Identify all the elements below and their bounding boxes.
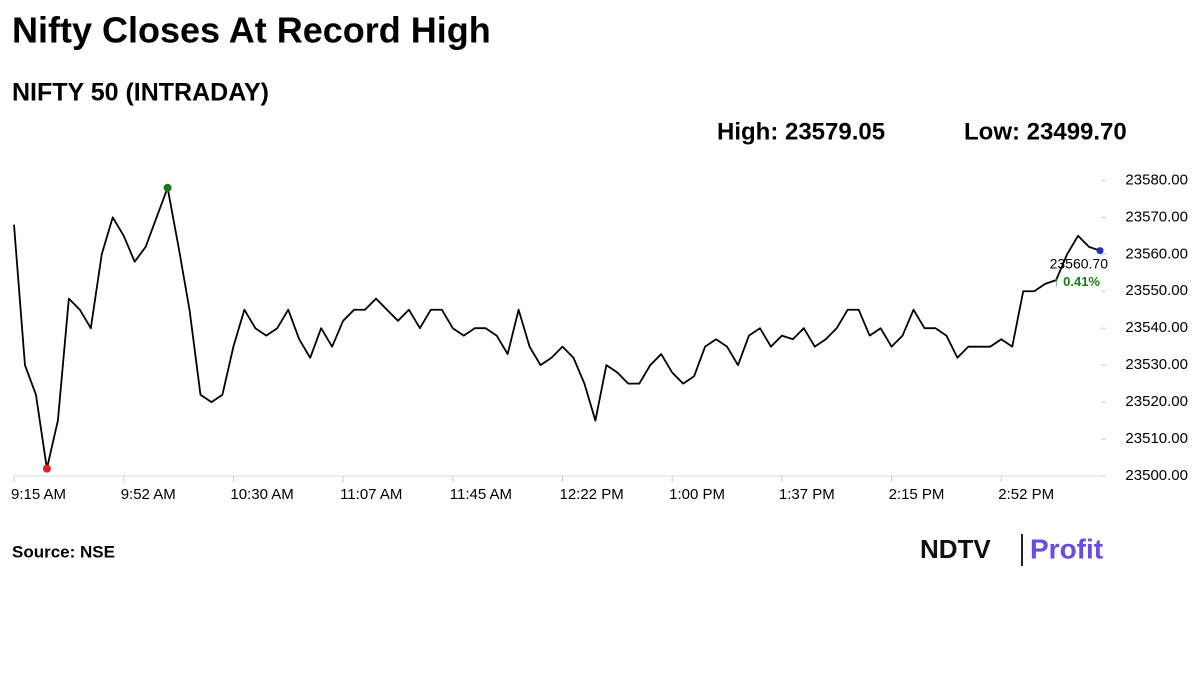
y-tick-label: 23520.00 xyxy=(1125,393,1188,410)
y-tick-label: 23510.00 xyxy=(1125,430,1188,447)
logo-right: Profit xyxy=(1030,533,1103,564)
y-tick-label: 23540.00 xyxy=(1125,319,1188,336)
y-tick-label: 23530.00 xyxy=(1125,356,1188,373)
x-tick-label: 1:37 PM xyxy=(779,486,835,503)
logo-left: NDTV xyxy=(920,534,991,564)
source: Source: NSE xyxy=(12,542,115,561)
y-tick-label: 23500.00 xyxy=(1125,467,1188,484)
x-tick-label: 9:52 AM xyxy=(121,486,176,503)
last-marker xyxy=(1096,247,1104,255)
chart-subtitle: NIFTY 50 (INTRADAY) xyxy=(12,79,269,107)
y-tick-label: 23580.00 xyxy=(1125,171,1188,188)
x-tick-label: 2:15 PM xyxy=(889,486,945,503)
change-label: ↑ 0.41% xyxy=(1053,274,1100,289)
last-value-label: 23560.70 xyxy=(1050,255,1109,271)
y-tick-label: 23550.00 xyxy=(1125,282,1188,299)
x-tick-label: 11:07 AM xyxy=(340,486,402,503)
price-line xyxy=(13,186,1101,470)
y-tick-label: 23570.00 xyxy=(1125,208,1188,225)
x-tick-label: 11:45 AM xyxy=(450,486,512,503)
x-tick-label: 1:00 PM xyxy=(669,486,725,503)
x-tick-label: 10:30 AM xyxy=(230,486,293,503)
x-tick-label: 2:52 PM xyxy=(998,486,1054,503)
low-marker xyxy=(42,464,51,473)
low-label: Low: 23499.70 xyxy=(964,118,1127,145)
x-tick-label: 9:15 AM xyxy=(11,486,66,503)
high-marker xyxy=(163,183,172,192)
high-label: High: 23579.05 xyxy=(717,118,885,145)
x-tick-label: 12:22 PM xyxy=(559,486,623,503)
y-tick-label: 23560.00 xyxy=(1125,245,1188,262)
chart-title: Nifty Closes At Record High xyxy=(12,10,491,51)
